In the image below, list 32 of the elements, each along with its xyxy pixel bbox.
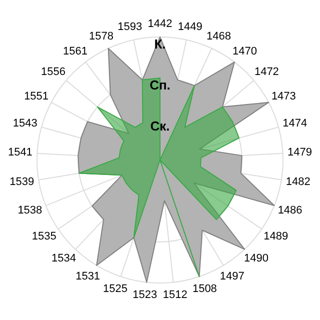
spoke-label: 1523 [132,289,158,302]
spoke-label: 1578 [88,30,114,43]
spoke-label: 1556 [41,66,66,78]
spoke-label: 1449 [178,21,202,34]
spoke-label: 1490 [244,252,269,265]
spoke-label: 1593 [118,21,142,34]
spoke-label: 1535 [32,230,56,242]
spoke-label: 1543 [12,118,38,130]
spoke-label: 1489 [264,230,288,242]
spoke-label: 1508 [192,282,217,295]
spoke-label: 1497 [220,270,244,283]
y-tick-label: Сп. [150,78,170,92]
spoke-label: 1473 [271,90,296,102]
spoke-label: 1541 [8,146,32,159]
spoke-label: 1474 [282,118,308,130]
spoke-label: 1512 [162,289,188,302]
spoke-label: 1561 [63,46,88,58]
spoke-label: 1468 [206,30,232,43]
spoke-label: 1534 [51,252,76,265]
spoke-label: 1525 [103,282,128,295]
spoke-label: 1442 [148,18,172,30]
spoke-label: 1479 [288,146,312,159]
spoke-label: 1470 [232,46,257,58]
y-tick-label: Ск. [150,118,170,134]
spoke-label: 1482 [286,176,310,188]
spoke-label: 1538 [18,204,42,216]
y-tick-label: К. [154,36,166,52]
spoke-label: 1539 [10,176,34,188]
spoke-label: 1551 [24,90,49,102]
spoke-label: 1486 [278,204,302,216]
spoke-label: 1531 [76,270,100,283]
spoke-label: 1472 [254,66,279,78]
